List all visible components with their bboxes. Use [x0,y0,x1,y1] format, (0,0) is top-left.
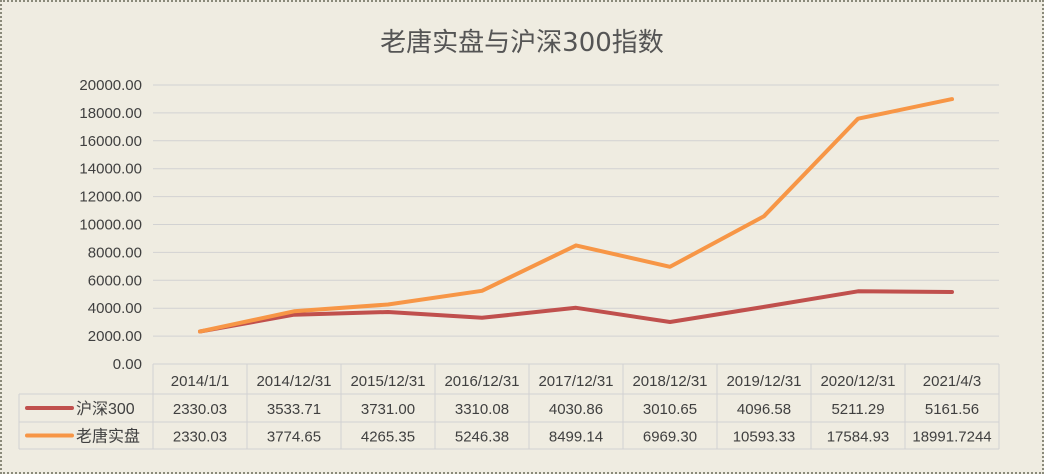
table-value: 5246.38 [455,429,509,446]
y-tick-label: 10000.00 [79,217,142,234]
y-tick-label: 6000.00 [88,272,142,289]
x-category-label: 2018/12/31 [632,373,707,390]
table-value: 17584.93 [827,429,890,446]
table-value: 4030.86 [549,401,603,418]
x-category-label: 2015/12/31 [350,373,425,390]
table-value: 8499.14 [549,429,603,446]
y-tick-label: 16000.00 [79,133,142,150]
legend-label: 老唐实盘 [76,427,140,446]
x-category-label: 2014/12/31 [256,373,331,390]
chart-title: 老唐实盘与沪深300指数 [380,28,664,58]
table-value: 18991.7244 [912,429,991,446]
table-value: 6969.30 [643,429,697,446]
table-value: 4265.35 [361,429,415,446]
y-tick-label: 8000.00 [88,244,142,261]
y-tick-label: 18000.00 [79,105,142,122]
table-value: 5161.56 [925,401,979,418]
table-value: 3533.71 [267,401,321,418]
series-line-hs300 [198,289,954,334]
table-value: 3774.65 [267,429,321,446]
x-category-label: 2021/4/3 [923,373,981,390]
table-value: 5211.29 [831,401,884,418]
y-tick-label: 0.00 [113,356,142,373]
x-category-label: 2016/12/31 [444,373,519,390]
series-line-laotang [198,97,954,334]
table-value: 3310.08 [455,401,509,418]
y-tick-label: 2000.00 [88,328,142,345]
y-tick-label: 20000.00 [79,77,142,94]
table-value: 3731.00 [361,401,415,418]
table-value: 2330.03 [173,401,227,418]
x-category-label: 2017/12/31 [538,373,613,390]
x-category-label: 2020/12/31 [820,373,895,390]
y-tick-label: 12000.00 [79,189,142,206]
x-category-label: 2019/12/31 [726,373,801,390]
table-value: 4096.58 [737,401,791,418]
table-value: 2330.03 [173,429,227,446]
y-tick-label: 14000.00 [79,161,142,178]
x-category-label: 2014/1/1 [171,373,229,390]
table-value: 3010.65 [643,401,697,418]
y-tick-label: 4000.00 [88,300,142,317]
table-value: 10593.33 [733,429,796,446]
legend-label: 沪深300 [76,400,135,418]
